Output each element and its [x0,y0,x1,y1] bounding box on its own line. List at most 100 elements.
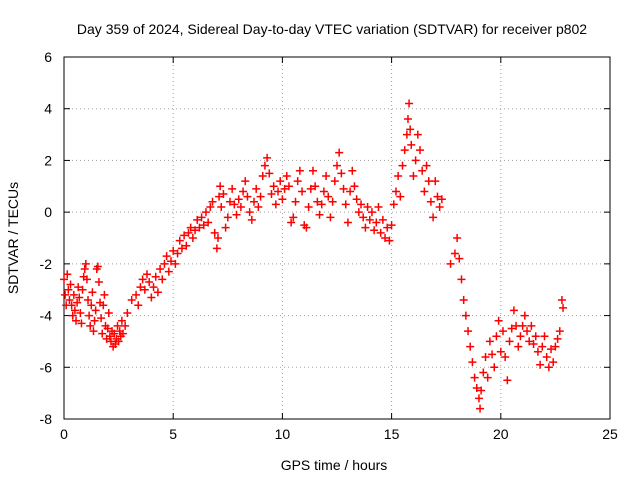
data-point [324,192,333,201]
data-point [328,197,337,206]
data-point [357,200,366,209]
data-point [525,337,534,346]
data-point [136,283,145,292]
data-point [400,146,409,155]
data-point [476,404,485,413]
data-point [313,197,322,206]
data-point [549,358,558,367]
data-point [317,200,326,209]
data-point [175,236,184,245]
data-point [461,311,470,320]
data-point [74,283,83,292]
data-point [114,337,123,346]
data-point [89,327,98,336]
data-point [64,285,73,294]
data-point [106,337,115,346]
data-point [547,345,556,354]
data-point [182,241,191,250]
data-point [348,166,357,175]
data-point [267,190,276,199]
data-point [308,166,317,175]
x-tick-label: 5 [169,426,177,442]
data-point [138,275,147,284]
data-point [531,332,540,341]
data-point [280,184,289,193]
plot-frame [63,56,611,420]
data-point [374,202,383,211]
data-points [60,99,568,413]
data-point [63,270,72,279]
data-point [81,259,90,268]
data-point [199,221,208,230]
data-point [464,327,473,336]
data-point [319,187,328,196]
data-point [216,182,225,191]
data-point [121,321,130,330]
data-point [213,234,222,242]
data-point [298,187,307,196]
data-point [197,213,206,222]
data-point [406,125,415,134]
data-point [65,296,74,305]
data-point [274,187,283,196]
x-tick-label: 0 [60,426,68,442]
data-point [536,360,545,369]
x-tick-label: 20 [493,426,509,442]
data-point [278,195,287,204]
data-point [85,311,94,320]
data-point [177,244,186,253]
data-point [147,293,156,302]
data-point [402,130,411,139]
data-point [533,347,542,356]
data-point [258,171,267,180]
data-point [201,208,210,217]
data-point [446,259,455,268]
data-point [77,319,86,328]
data-point [383,223,392,232]
data-point [98,329,107,338]
data-point [341,200,350,209]
data-point [256,192,265,201]
data-point [555,327,564,336]
data-point [514,342,523,351]
data-point [219,190,228,199]
x-tick-label: 10 [275,426,291,442]
data-point [291,197,300,206]
data-point [70,306,79,315]
data-point [271,200,280,209]
data-point [518,321,527,330]
data-point [361,223,370,232]
data-point [326,213,335,222]
data-point [343,218,352,227]
data-point [481,352,490,361]
data-point [557,296,566,305]
data-point [359,213,368,222]
data-point [80,265,89,274]
data-point [352,195,361,204]
data-point [75,293,84,302]
data-point [171,259,180,268]
data-point [287,218,296,227]
data-point [206,202,215,211]
data-point [523,327,532,336]
y-tick-label: 0 [44,204,52,220]
data-point [86,321,95,330]
data-point [84,296,93,305]
data-point [100,290,109,299]
data-point [186,223,195,232]
data-point [160,259,169,268]
data-point [381,234,390,242]
data-point [140,285,149,294]
data-point [241,177,250,186]
data-point [544,363,553,372]
data-point [415,146,424,155]
data-point [485,337,494,346]
data-point [232,210,241,219]
data-point [215,192,224,201]
x-tick-label: 15 [384,426,400,442]
data-point [265,169,274,178]
data-point [405,99,414,108]
x-axis-label: GPS time / hours [281,457,388,473]
data-point [466,342,475,351]
data-point [87,301,96,310]
